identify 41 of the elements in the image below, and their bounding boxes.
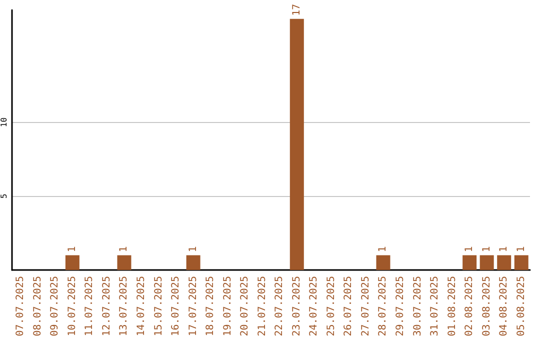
data-label: 17	[291, 4, 302, 16]
y-tick-label: 5	[0, 194, 8, 199]
x-tick-label: 27.07.2025	[360, 276, 372, 336]
data-label: 1	[481, 246, 492, 252]
x-tick-label: 31.07.2025	[430, 276, 441, 336]
data-label: 1	[378, 246, 389, 252]
x-tick-label: 16.07.2025	[170, 276, 182, 336]
data-label: 1	[516, 246, 527, 252]
x-tick-label: 18.07.2025	[205, 276, 216, 336]
x-tick-label: 08.07.2025	[32, 276, 44, 336]
data-label: 1	[118, 246, 130, 252]
x-tick-label: 03.08.2025	[481, 276, 492, 336]
x-tick-label: 05.08.2025	[516, 276, 527, 336]
x-tick-label: 24.07.2025	[308, 276, 320, 336]
x-tick-label: 26.07.2025	[343, 276, 354, 336]
x-tick-label: 30.07.2025	[412, 276, 424, 336]
x-tick-label: 02.08.2025	[464, 276, 476, 336]
x-tick-label: 25.07.2025	[326, 276, 337, 336]
x-tick-label: 15.07.2025	[153, 276, 164, 336]
x-tick-label: 17.07.2025	[188, 276, 199, 336]
x-tick-label: 10.07.2025	[66, 276, 78, 336]
x-tick-label: 19.07.2025	[222, 276, 234, 336]
x-tick-label: 04.08.2025	[498, 276, 510, 336]
data-label: 1	[498, 246, 510, 252]
data-label: 1	[188, 246, 199, 252]
x-tick-label: 01.08.2025	[446, 276, 458, 336]
x-tick-label: 21.07.2025	[256, 276, 268, 336]
y-tick-label: 10	[0, 117, 8, 128]
x-tick-label: 13.07.2025	[118, 276, 130, 336]
x-tick-label: 12.07.2025	[101, 276, 112, 336]
x-tick-label: 29.07.2025	[395, 276, 406, 336]
x-tick-label: 20.07.2025	[240, 276, 251, 336]
data-label: 1	[66, 246, 78, 252]
x-tick-label: 28.07.2025	[378, 276, 389, 336]
x-tick-label: 23.07.2025	[291, 276, 302, 336]
data-label: 1	[464, 246, 476, 252]
x-tick-label: 14.07.2025	[136, 276, 147, 336]
x-tick-label: 11.07.2025	[84, 276, 96, 336]
x-tick-label: 22.07.2025	[274, 276, 286, 336]
x-tick-label: 09.07.2025	[50, 276, 61, 336]
x-tick-label: 07.07.2025	[15, 276, 26, 336]
